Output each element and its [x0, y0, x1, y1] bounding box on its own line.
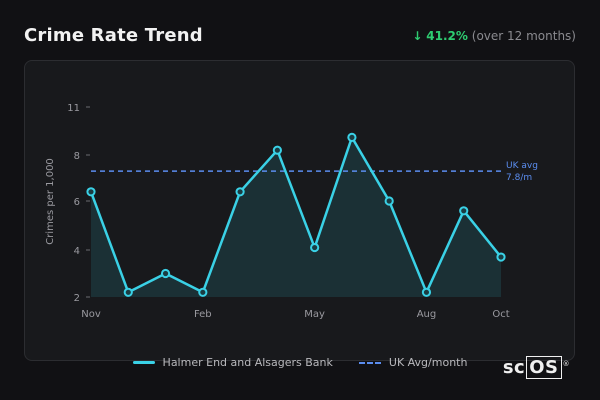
series-area: [91, 137, 501, 297]
legend-reference-label: UK Avg/month: [388, 356, 468, 369]
y-tick-label: 2: [74, 293, 80, 304]
y-axis-label: Crimes per 1,000: [45, 158, 56, 245]
legend-item-series[interactable]: Halmer End and Alsagers Bank: [132, 356, 333, 369]
change-period: (over 12 months): [471, 29, 576, 43]
y-tick-label: 11: [67, 103, 80, 114]
brand-logo: sc OS ®: [502, 356, 570, 379]
data-point: [235, 187, 245, 197]
data-point: [347, 132, 357, 142]
data-point: [160, 268, 171, 279]
x-tick-label: Feb: [194, 309, 212, 320]
change-indicator: ↓ 41.2% (over 12 months): [412, 29, 576, 43]
y-tick-label: 6: [74, 197, 80, 208]
x-tick-label: Oct: [492, 309, 509, 320]
legend-item-reference[interactable]: UK Avg/month: [358, 356, 468, 369]
series-swatch-icon: [132, 361, 155, 364]
data-point: [496, 252, 506, 262]
x-tick-label: May: [304, 309, 325, 320]
reference-value-label: 7.8/m: [506, 173, 532, 183]
data-point: [459, 206, 469, 216]
reference-label: UK avg: [506, 161, 538, 171]
data-point: [272, 145, 282, 155]
data-point: [198, 287, 208, 297]
y-tick-label: 4: [74, 246, 80, 257]
chart-legend: Halmer End and Alsagers Bank UK Avg/mont…: [0, 356, 600, 369]
series-line: [89, 136, 502, 294]
data-point: [421, 287, 432, 297]
down-arrow-icon: ↓: [412, 29, 423, 43]
data-point: [86, 187, 96, 197]
data-point: [123, 287, 133, 297]
change-percentage: 41.2%: [426, 29, 468, 43]
reference-swatch-icon: [358, 361, 381, 364]
legend-series-label: Halmer End and Alsagers Bank: [162, 356, 333, 369]
y-tick-label: 8: [74, 151, 80, 162]
x-tick-label: Nov: [81, 309, 101, 320]
chart-title: Crime Rate Trend: [24, 25, 203, 46]
x-tick-label: Aug: [417, 309, 437, 320]
data-point: [384, 196, 394, 206]
data-point: [310, 242, 320, 253]
